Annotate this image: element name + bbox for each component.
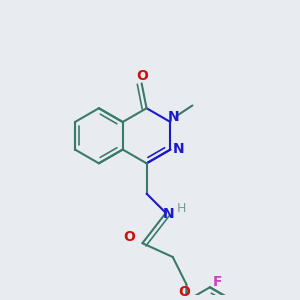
Text: N: N (172, 142, 184, 156)
Text: O: O (137, 69, 148, 82)
Text: O: O (178, 285, 190, 299)
Text: N: N (163, 207, 175, 221)
Text: O: O (124, 230, 136, 244)
Text: H: H (177, 202, 186, 215)
Text: N: N (168, 110, 179, 124)
Text: F: F (213, 275, 223, 290)
